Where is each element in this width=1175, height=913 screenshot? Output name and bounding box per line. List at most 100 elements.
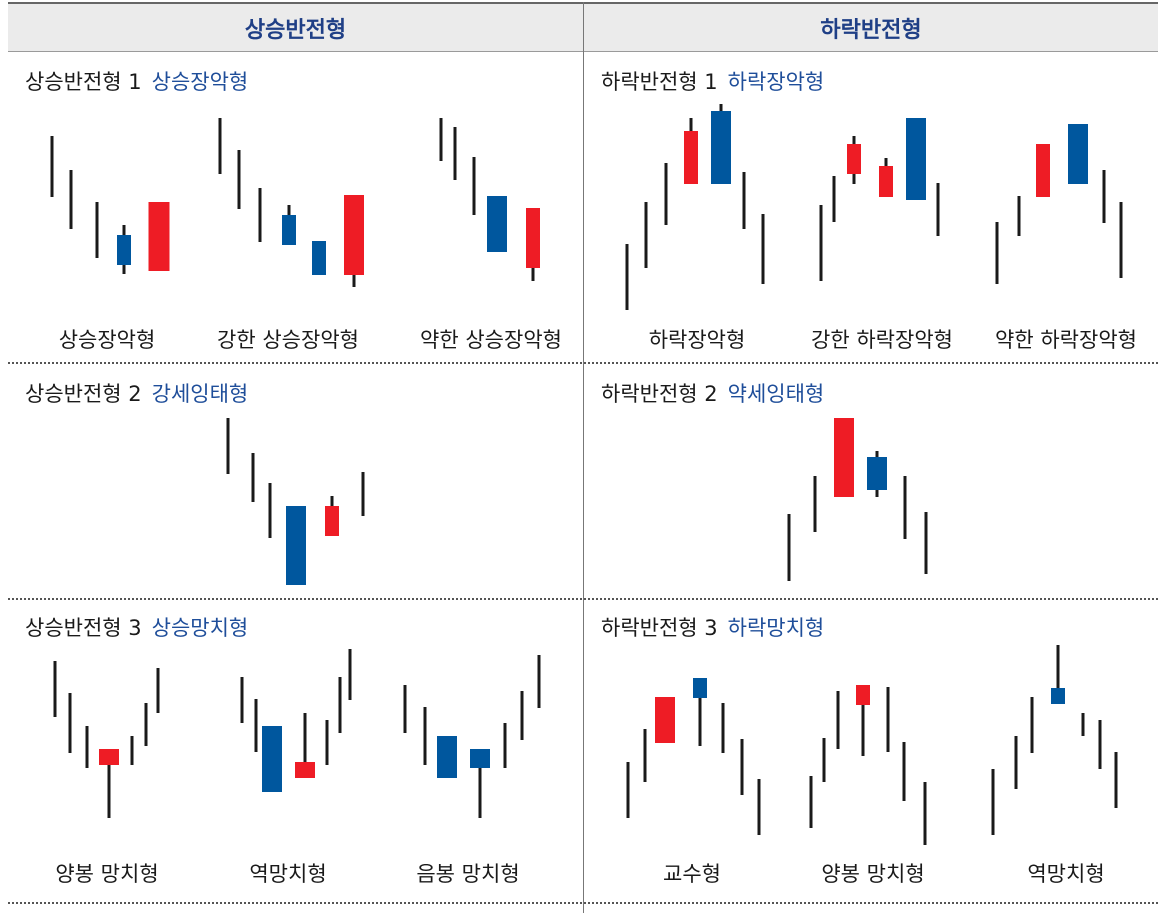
price-bar: [130, 736, 134, 765]
section-title-r3-text: 하락반전형 3: [601, 616, 718, 640]
price-bar: [1102, 170, 1106, 223]
price-bar: [1030, 697, 1034, 753]
price-bar: [144, 703, 148, 746]
price-bar: [258, 188, 262, 242]
header-left-text: 상승반전형: [244, 17, 347, 43]
price-bar: [251, 453, 255, 502]
price-bar: [761, 214, 765, 284]
section-title-r3-highlight: 하락망치형: [727, 616, 825, 640]
bullish-candle: [684, 131, 698, 184]
candle-wick: [1056, 645, 1060, 704]
bearish-candle: [470, 749, 490, 768]
price-bar: [813, 476, 817, 532]
section-title-r3: 하락반전형 3 하락망치형: [601, 612, 824, 642]
price-bar: [923, 782, 927, 845]
bearish-candle: [711, 111, 731, 184]
candle-wick: [861, 685, 865, 756]
section-title-r2: 하락반전형 2 약세잉태형: [601, 378, 824, 408]
price-bar: [268, 483, 272, 538]
bullish-candle: [1036, 144, 1050, 197]
bullish-candle: [856, 685, 870, 705]
price-bar: [626, 762, 630, 818]
bearish-candle: [117, 235, 131, 265]
price-bar: [644, 202, 648, 268]
price-bar: [472, 157, 476, 215]
row-divider-3: [8, 902, 1158, 904]
price-bar: [903, 476, 907, 539]
price-bar: [254, 699, 258, 752]
section-title-r1-text: 하락반전형 1: [601, 70, 718, 94]
price-bar: [69, 170, 73, 229]
section-title-l2-text: 상승반전형 2: [25, 382, 142, 406]
price-bar: [520, 691, 524, 740]
price-bar: [348, 649, 352, 700]
price-bar: [822, 738, 826, 782]
price-bar: [503, 723, 507, 768]
pattern-label: 강한 상승장악형: [217, 328, 359, 352]
bullish-candle: [834, 418, 854, 497]
price-bar: [537, 655, 541, 708]
bullish-candle: [99, 749, 119, 765]
price-bar: [237, 150, 241, 209]
bearish-candle: [286, 506, 306, 585]
column-divider: [583, 2, 584, 913]
pattern-label: 약한 하락장악형: [995, 328, 1137, 352]
bearish-candle: [312, 241, 326, 275]
section-title-l3-highlight: 상승망치형: [151, 616, 249, 640]
pattern-label: 역망치형: [1027, 862, 1105, 886]
bearish-candle: [437, 736, 457, 778]
header-uptrend-reversal: 상승반전형: [8, 2, 583, 52]
pattern-label: 교수형: [663, 862, 721, 886]
price-bar: [819, 205, 823, 281]
pattern-label: 양봉 망치형: [821, 862, 925, 886]
section-title-l1-highlight: 상승장악형: [151, 70, 249, 94]
price-bar: [809, 776, 813, 828]
price-bar: [68, 693, 72, 753]
price-bar: [240, 677, 244, 723]
header-right-text: 하락반전형: [820, 17, 922, 43]
bullish-candle: [526, 208, 540, 268]
price-bar: [625, 244, 629, 310]
price-bar: [936, 183, 940, 236]
price-bar: [787, 514, 791, 581]
bullish-candle: [295, 762, 315, 778]
price-bar: [338, 677, 342, 733]
section-title-r1-highlight: 하락장악형: [727, 70, 825, 94]
bearish-candle: [906, 118, 926, 200]
price-bar: [721, 703, 725, 753]
price-bar: [757, 779, 761, 835]
price-bar: [1119, 202, 1123, 278]
price-bar: [742, 172, 746, 229]
section-title-r2-text: 하락반전형 2: [601, 382, 718, 406]
price-bar: [403, 685, 407, 733]
bullish-candle: [325, 506, 339, 536]
price-bar: [453, 127, 457, 180]
price-bar: [423, 707, 427, 765]
price-bar: [1081, 713, 1085, 736]
price-bar: [1017, 196, 1021, 236]
bullish-candle: [148, 202, 170, 271]
price-bar: [1114, 752, 1118, 808]
section-title-l1: 상승반전형 1 상승장악형: [25, 66, 248, 96]
row-divider-1: [8, 362, 1158, 364]
price-bar: [991, 769, 995, 835]
candle-wick: [478, 749, 482, 818]
price-bar: [664, 163, 668, 225]
section-title-l3-text: 상승반전형 3: [25, 616, 142, 640]
header-downtrend-reversal: 하락반전형: [584, 2, 1158, 52]
price-bar: [740, 739, 744, 795]
bearish-candle: [1068, 124, 1088, 184]
pattern-label: 강한 하락장악형: [811, 328, 953, 352]
section-title-l3: 상승반전형 3 상승망치형: [25, 612, 248, 642]
pattern-label: 역망치형: [249, 862, 327, 886]
price-bar: [95, 202, 99, 258]
price-bar: [902, 742, 906, 801]
price-bar: [995, 222, 999, 284]
bearish-candle: [867, 457, 887, 490]
bearish-candle: [262, 726, 282, 792]
bullish-candle: [879, 166, 893, 197]
price-bar: [643, 729, 647, 782]
price-bar: [1098, 720, 1102, 769]
section-title-r1: 하락반전형 1 하락장악형: [601, 66, 824, 96]
price-bar: [218, 118, 222, 174]
